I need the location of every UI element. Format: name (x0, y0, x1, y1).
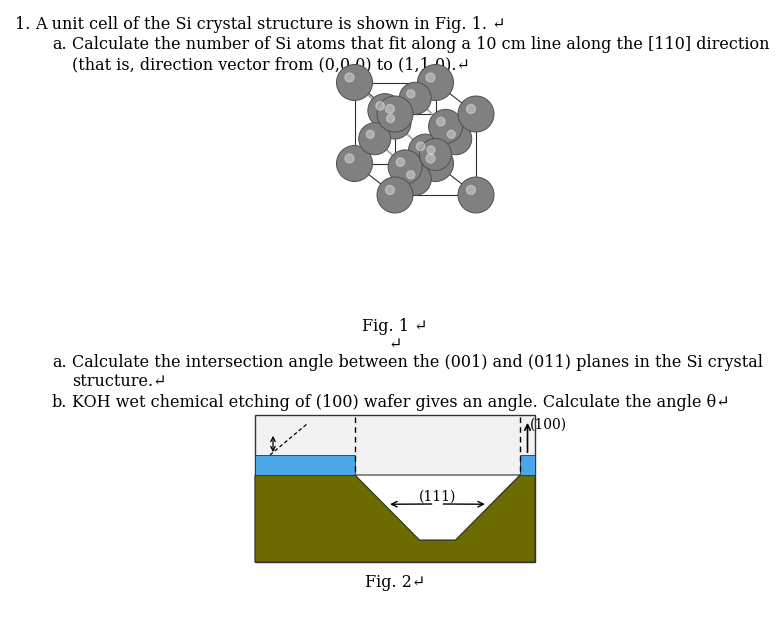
Circle shape (416, 142, 425, 151)
Text: A unit cell of the Si crystal structure is shown in Fig. 1. ↵: A unit cell of the Si crystal structure … (35, 16, 506, 33)
Text: Calculate the intersection angle between the (001) and (011) planes in the Si cr: Calculate the intersection angle between… (72, 354, 763, 371)
Text: structure.↵: structure.↵ (72, 373, 166, 390)
Circle shape (336, 146, 372, 181)
Circle shape (399, 82, 431, 114)
Circle shape (336, 65, 372, 100)
Text: 1.: 1. (15, 16, 30, 33)
Circle shape (399, 163, 431, 195)
Circle shape (420, 138, 451, 171)
Circle shape (388, 150, 422, 184)
Circle shape (377, 177, 413, 213)
Polygon shape (355, 475, 520, 540)
Bar (255, 455, 355, 475)
Text: Fig. 2↵: Fig. 2↵ (365, 574, 425, 591)
Text: Calculate the number of Si atoms that fit along a 10 cm line along the [110] dir: Calculate the number of Si atoms that fi… (72, 36, 769, 53)
Circle shape (366, 130, 375, 138)
Circle shape (377, 96, 413, 132)
Text: (111): (111) (419, 490, 456, 504)
Circle shape (458, 96, 494, 132)
Circle shape (466, 186, 476, 194)
Text: a.: a. (52, 354, 67, 371)
Circle shape (385, 105, 395, 113)
Circle shape (448, 130, 455, 138)
Circle shape (345, 73, 354, 82)
Circle shape (440, 123, 472, 155)
Circle shape (407, 171, 415, 179)
Circle shape (368, 93, 402, 128)
Circle shape (396, 158, 405, 166)
Circle shape (458, 177, 494, 213)
Bar (520, 455, 535, 475)
Text: a.: a. (52, 36, 67, 53)
Circle shape (427, 146, 435, 154)
Circle shape (466, 105, 476, 113)
Circle shape (426, 73, 435, 82)
Circle shape (417, 65, 454, 100)
Polygon shape (255, 475, 535, 562)
Text: KOH wet chemical etching of (100) wafer gives an angle. Calculate the angle θ↵: KOH wet chemical etching of (100) wafer … (72, 394, 730, 411)
Circle shape (407, 90, 415, 98)
Circle shape (345, 154, 354, 163)
Circle shape (437, 117, 445, 126)
Text: b.: b. (52, 394, 68, 411)
Text: (that is, direction vector from (0,0,0) to (1,1,0).↵: (that is, direction vector from (0,0,0) … (72, 56, 470, 73)
Circle shape (417, 146, 454, 181)
Bar (255, 415, 535, 562)
Circle shape (359, 123, 391, 155)
Circle shape (426, 154, 435, 163)
Text: ↵: ↵ (388, 336, 402, 353)
Circle shape (376, 102, 385, 110)
Circle shape (386, 115, 395, 123)
Circle shape (429, 110, 462, 143)
Circle shape (385, 186, 395, 194)
Circle shape (409, 134, 442, 168)
Text: Fig. 1 ↵: Fig. 1 ↵ (362, 318, 428, 335)
Circle shape (379, 107, 411, 139)
Text: (100): (100) (529, 418, 566, 432)
